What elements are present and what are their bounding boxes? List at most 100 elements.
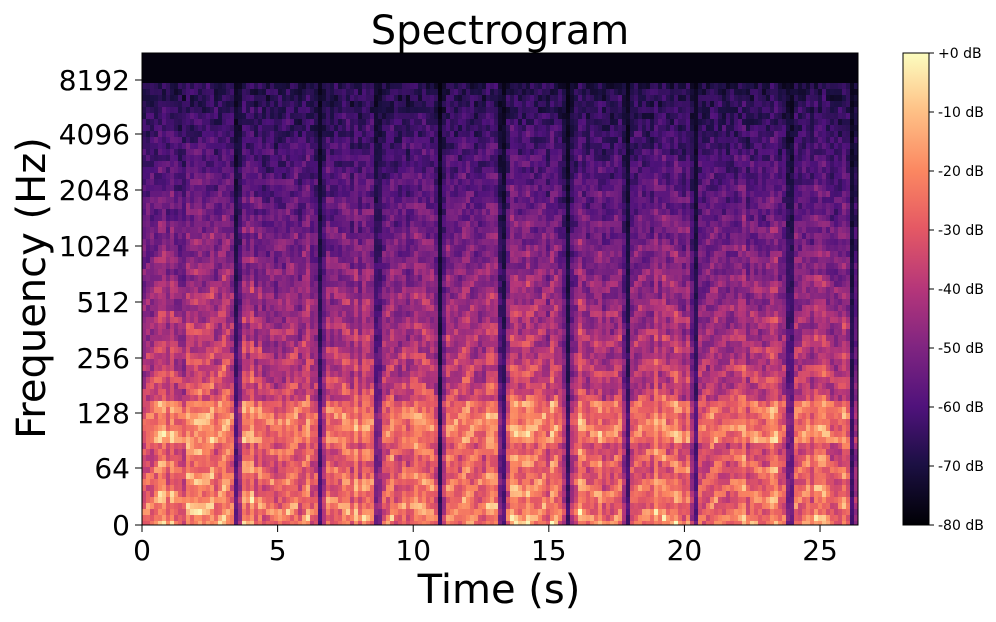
spectrogram-cell: [310, 179, 314, 185]
spectrogram-cell: [290, 53, 294, 59]
spectrogram-cell: [386, 269, 390, 275]
spectrogram-cell: [338, 437, 342, 443]
spectrogram-cell: [278, 515, 282, 521]
spectrogram-cell: [234, 155, 238, 161]
spectrogram-cell: [150, 467, 154, 473]
spectrogram-cell: [202, 491, 206, 497]
spectrogram-cell: [270, 59, 274, 65]
spectrogram-cell: [314, 515, 318, 521]
spectrogram-cell: [198, 149, 202, 155]
spectrogram-cell: [334, 341, 338, 347]
spectrogram-cell: [222, 359, 226, 365]
spectrogram-cell: [306, 497, 310, 503]
spectrogram-cell: [350, 125, 354, 131]
spectrogram-cell: [338, 269, 342, 275]
spectrogram-cell: [298, 65, 302, 71]
spectrogram-cell: [270, 149, 274, 155]
spectrogram-cell: [366, 89, 370, 95]
spectrogram-cell: [374, 137, 378, 143]
spectrogram-cell: [282, 221, 286, 227]
spectrogram-cell: [374, 449, 378, 455]
spectrogram-cell: [310, 359, 314, 365]
spectrogram-cell: [230, 95, 234, 101]
spectrogram-cell: [206, 419, 210, 425]
spectrogram-cell: [306, 239, 310, 245]
spectrogram-cell: [210, 377, 214, 383]
spectrogram-cell: [298, 431, 302, 437]
spectrogram-cell: [234, 53, 238, 59]
spectrogram-cell: [174, 455, 178, 461]
spectrogram-cell: [282, 257, 286, 263]
spectrogram-cell: [314, 245, 318, 251]
spectrogram-cell: [350, 197, 354, 203]
spectrogram-cell: [238, 311, 242, 317]
spectrogram-cell: [314, 269, 318, 275]
spectrogram-cell: [242, 419, 246, 425]
spectrogram-cell: [166, 281, 170, 287]
spectrogram-cell: [214, 329, 218, 335]
spectrogram-cell: [334, 215, 338, 221]
spectrogram-cell: [166, 101, 170, 107]
spectrogram-cell: [178, 149, 182, 155]
spectrogram-cell: [186, 89, 190, 95]
spectrogram-cell: [154, 329, 158, 335]
spectrogram-cell: [270, 197, 274, 203]
spectrogram-cell: [370, 203, 374, 209]
spectrogram-cell: [202, 293, 206, 299]
spectrogram-cell: [294, 65, 298, 71]
spectrogram-cell: [342, 119, 346, 125]
spectrogram-cell: [366, 329, 370, 335]
spectrogram-cell: [158, 167, 162, 173]
spectrogram-cell: [182, 311, 186, 317]
spectrogram-cell: [366, 125, 370, 131]
spectrogram-cell: [326, 419, 330, 425]
spectrogram-cell: [198, 215, 202, 221]
spectrogram-cell: [310, 65, 314, 71]
spectrogram-cell: [174, 107, 178, 113]
spectrogram-cell: [218, 305, 222, 311]
spectrogram-cell: [146, 239, 150, 245]
spectrogram-cell: [334, 365, 338, 371]
spectrogram-cell: [294, 323, 298, 329]
spectrogram-cell: [170, 173, 174, 179]
spectrogram-cell: [362, 323, 366, 329]
spectrogram-cell: [362, 173, 366, 179]
spectrogram-cell: [178, 335, 182, 341]
spectrogram-cell: [374, 341, 378, 347]
spectrogram-cell: [230, 155, 234, 161]
spectrogram-cell: [254, 191, 258, 197]
spectrogram-cell: [382, 251, 386, 257]
spectrogram-cell: [290, 521, 294, 525]
spectrogram-cell: [190, 305, 194, 311]
spectrogram-cell: [186, 215, 190, 221]
spectrogram-cell: [242, 515, 246, 521]
spectrogram-cell: [210, 335, 214, 341]
spectrogram-cell: [206, 353, 210, 359]
spectrogram-cell: [234, 173, 238, 179]
spectrogram-cell: [366, 83, 370, 89]
spectrogram-cell: [250, 179, 254, 185]
spectrogram-cell: [330, 215, 334, 221]
spectrogram-cell: [198, 275, 202, 281]
spectrogram-cell: [314, 437, 318, 443]
spectrogram-cell: [226, 209, 230, 215]
spectrogram-cell: [330, 221, 334, 227]
spectrogram-cell: [242, 125, 246, 131]
spectrogram-cell: [294, 341, 298, 347]
spectrogram-cell: [274, 95, 278, 101]
spectrogram-cell: [194, 65, 198, 71]
spectrogram-cell: [230, 137, 234, 143]
spectrogram-cell: [290, 413, 294, 419]
spectrogram-cell: [362, 221, 366, 227]
spectrogram-cell: [318, 179, 322, 185]
spectrogram-cell: [218, 389, 222, 395]
spectrogram-cell: [238, 293, 242, 299]
spectrogram-cell: [170, 95, 174, 101]
spectrogram-cell: [146, 329, 150, 335]
spectrogram-cell: [150, 59, 154, 65]
spectrogram-cell: [234, 209, 238, 215]
spectrogram-cell: [282, 509, 286, 515]
spectrogram-cell: [298, 359, 302, 365]
spectrogram-cell: [222, 215, 226, 221]
spectrogram-cell: [206, 317, 210, 323]
